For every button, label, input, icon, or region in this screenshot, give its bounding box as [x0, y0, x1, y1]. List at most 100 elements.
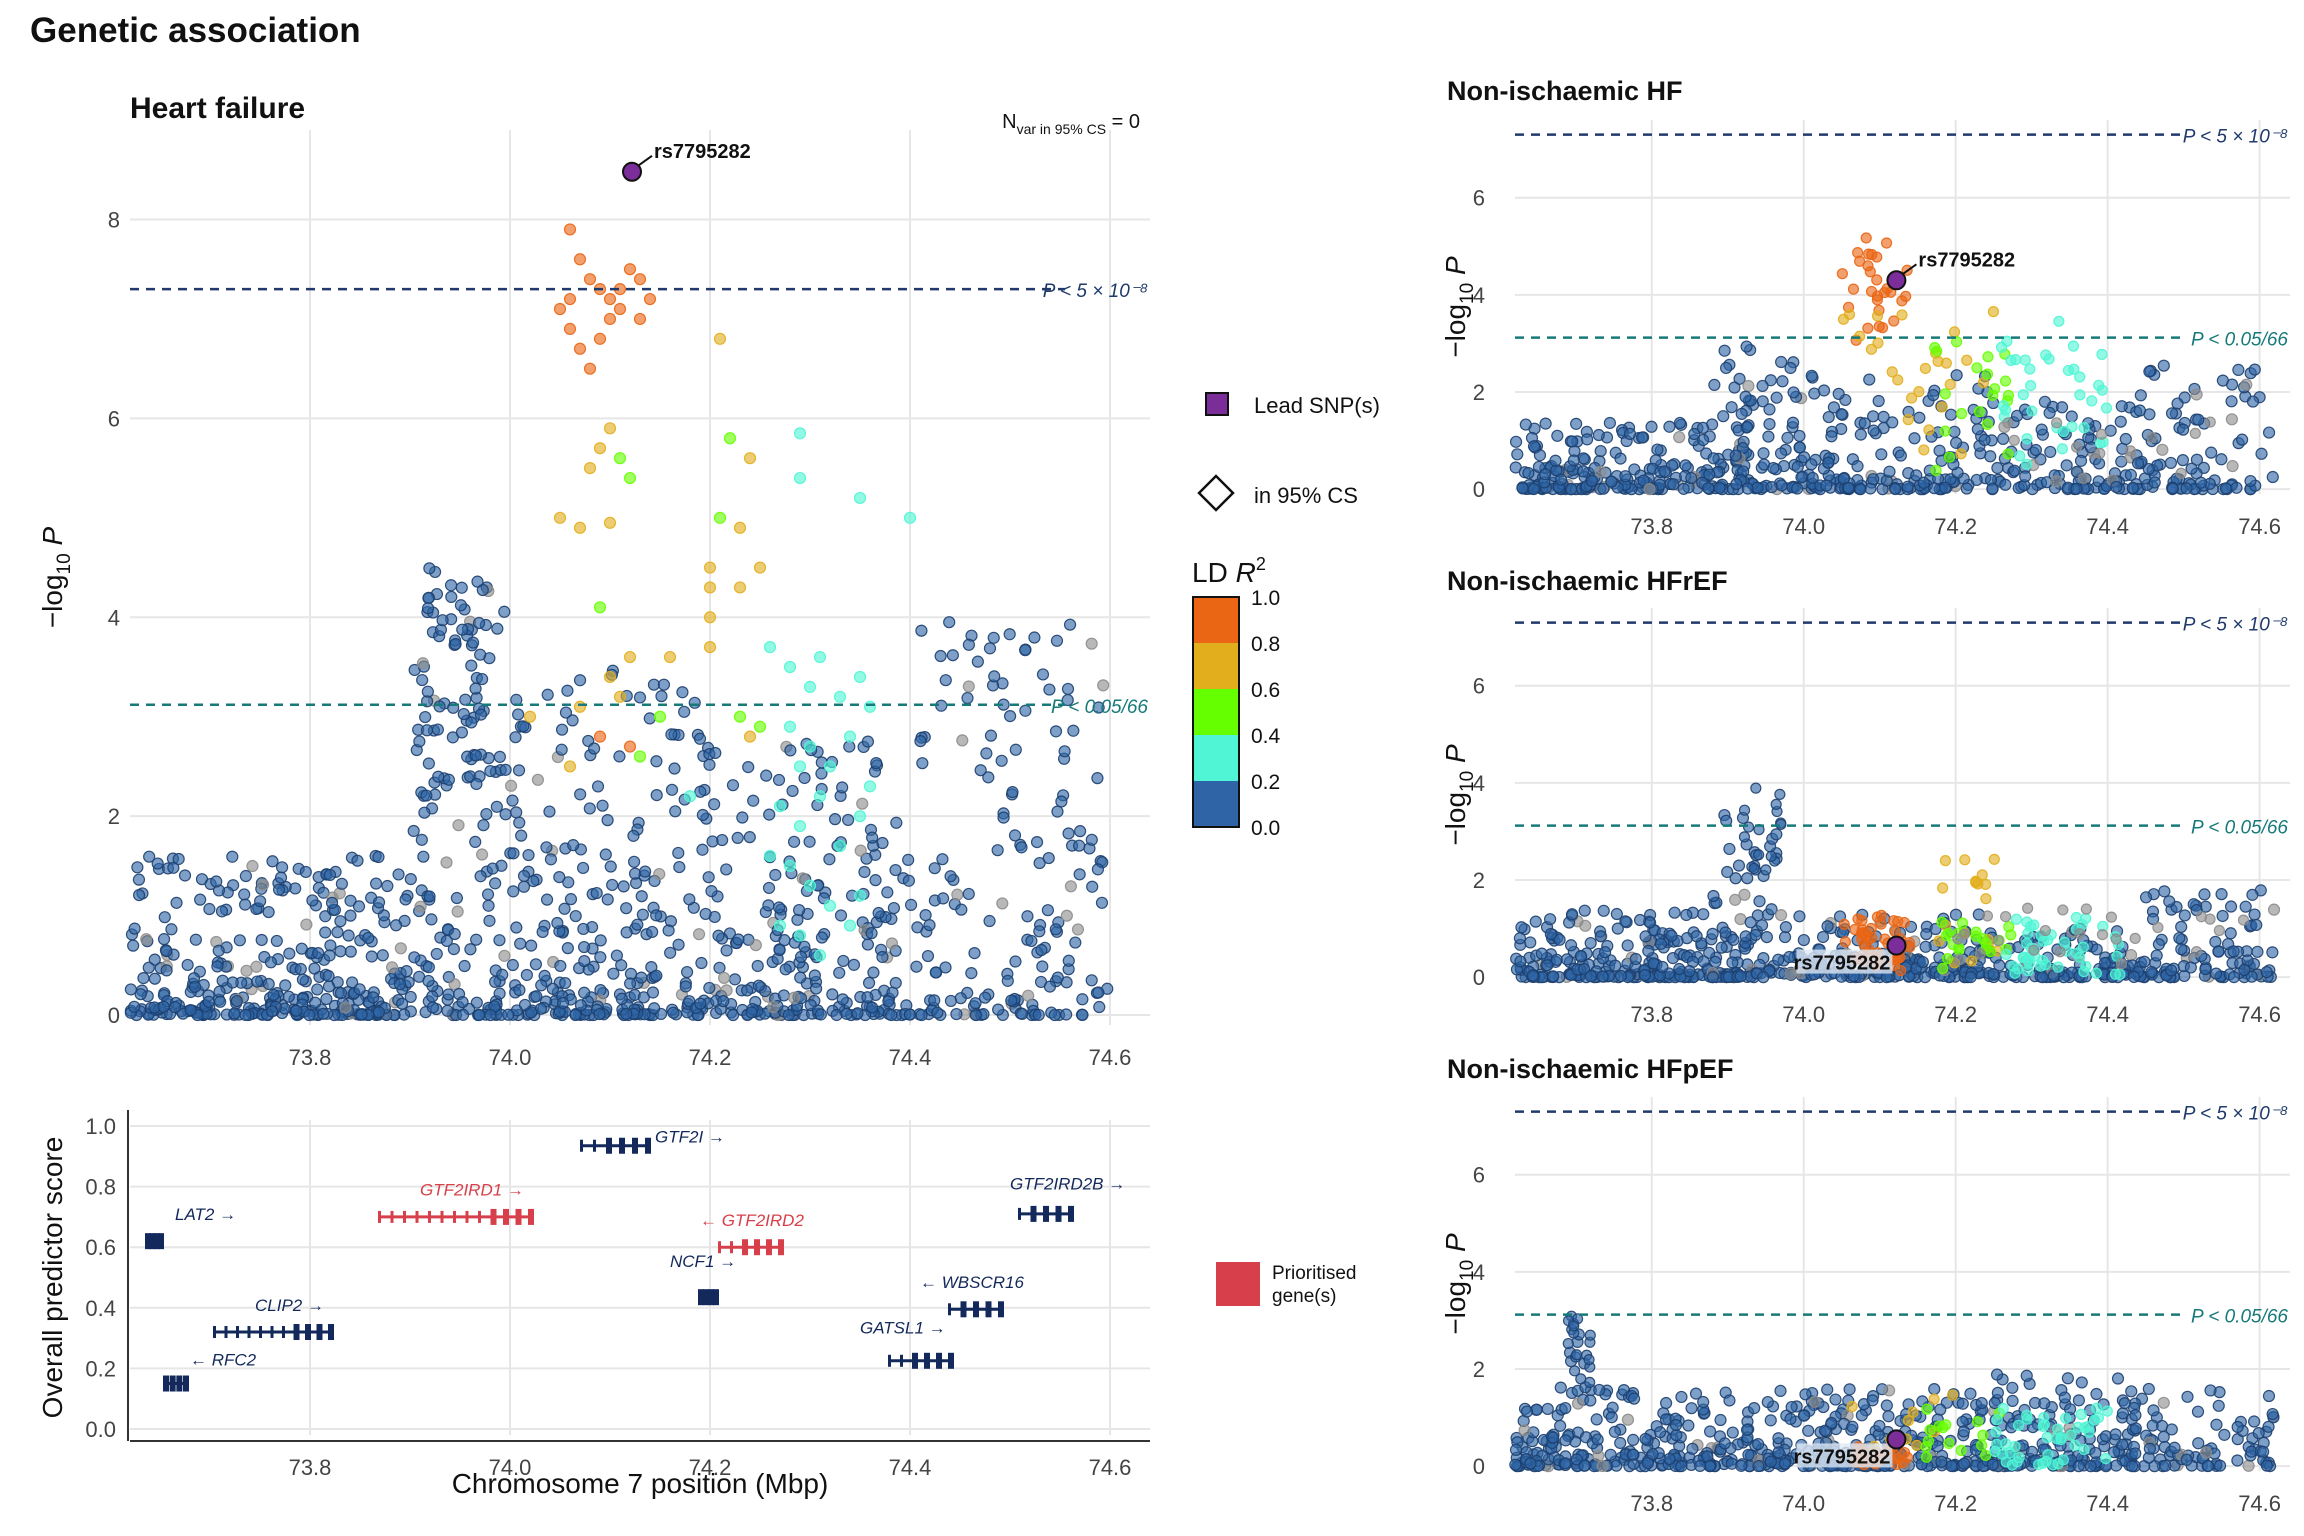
non_ischaemic_hfref-threshold-label-genome_wide: P < 5 × 10⁻⁸: [2183, 615, 2288, 636]
hf-point: [794, 971, 807, 984]
non_ischaemic_hf-point: [1565, 483, 1578, 496]
hf-point: [1063, 618, 1077, 631]
hf-point: [165, 923, 178, 936]
non_ischaemic_hf-point-extra: [1902, 414, 1914, 426]
hf-point: [861, 938, 874, 951]
hf-point: [317, 1007, 330, 1020]
non_ischaemic_hfref-point: [1575, 949, 1588, 963]
hf-point: [442, 773, 455, 786]
hf-point-ld: [703, 581, 717, 594]
hf-point: [650, 789, 663, 802]
non_ischaemic_hfpef-point: [1785, 1400, 1798, 1414]
non_ischaemic_hfref-point: [2184, 961, 2197, 974]
non_ischaemic_hfpef-point-extra: [2078, 1443, 2090, 1456]
hf-point: [694, 785, 707, 798]
hf-point: [944, 870, 957, 883]
hf-point: [866, 831, 879, 844]
non_ischaemic_hfref-point: [1744, 916, 1757, 929]
non_ischaemic_hfpef-point: [1592, 1449, 1605, 1462]
non_ischaemic_hf-point: [1817, 384, 1831, 397]
non_ischaemic_hf-point-extra: [1886, 366, 1898, 378]
non_ischaemic_hf-point: [1820, 479, 1833, 492]
non_ischaemic_hfpef-point: [1935, 1455, 1948, 1468]
non_ischaemic_hfref-point: [1757, 971, 1770, 984]
hf-point: [124, 983, 137, 996]
non_ischaemic_hfpef-point: [1991, 1386, 2004, 1399]
non_ischaemic_hfref-point: [1578, 904, 1591, 917]
non_ischaemic_hfref-point: [1584, 970, 1597, 983]
non_ischaemic_hf-point: [1756, 395, 1769, 408]
non_ischaemic_hf-point: [1927, 388, 1940, 402]
non_ischaemic_hfref-point: [1721, 865, 1734, 879]
hf-point: [867, 966, 880, 979]
hf-point: [672, 846, 685, 860]
non_ischaemic_hfpef-point-extra: [2075, 1408, 2087, 1420]
non_ischaemic_hfref-point-extra: [1980, 893, 1992, 905]
gene-label-gtf2ird2: ← GTF2IRD2: [700, 1211, 804, 1230]
non_ischaemic_hf-point: [1877, 410, 1890, 423]
hf-point: [997, 811, 1010, 824]
non_ischaemic_hfpef-point: [1718, 1437, 1731, 1450]
non_ischaemic_hfref-title: Non-ischaemic HFrEF: [1447, 566, 1728, 596]
non_ischaemic_hfref-point-extra: [1748, 862, 1760, 875]
non_ischaemic_hf-point-extra: [1918, 444, 1930, 456]
hf-point: [751, 959, 764, 973]
hf-point-ld: [713, 332, 727, 345]
non_ischaemic_hf-point: [1851, 460, 1864, 473]
non_ischaemic_hfref-point: [1526, 969, 1539, 982]
non_ischaemic_hfpef-point-extra: [1911, 1439, 1923, 1451]
hf-point: [869, 874, 882, 887]
non_ischaemic_hfpef-point: [1654, 1426, 1667, 1439]
gene-exon: [305, 1324, 311, 1341]
non_ischaemic_hf-point: [1592, 428, 1605, 442]
non_ischaemic_hf-point-extra: [2078, 472, 2090, 484]
non_ischaemic_hfpef-point-extra: [1928, 1393, 1940, 1405]
non_ischaemic_hfpef-point: [1742, 1448, 1755, 1461]
non_ischaemic_hf-point: [1533, 449, 1547, 462]
hf-point: [267, 988, 280, 1002]
non_ischaemic_hfpef-point: [1957, 1425, 1970, 1438]
hf-point: [331, 926, 344, 939]
hf-point: [414, 900, 427, 913]
non_ischaemic_hf-point: [1511, 448, 1524, 461]
hf-point: [404, 990, 417, 1004]
non_ischaemic_hfref-point-extra: [1966, 955, 1978, 967]
hf-point: [902, 853, 915, 866]
hf-point: [749, 939, 762, 952]
hf-point: [937, 892, 950, 905]
ld-bar-tick-label: 0.2: [1251, 771, 1280, 794]
hf-point: [1006, 786, 1019, 799]
hf-point: [931, 1006, 944, 1019]
hf-point-ld: [623, 740, 637, 753]
gene-label-gtf2ird1: GTF2IRD1 →: [420, 1181, 524, 1200]
hf-point: [962, 638, 975, 651]
non_ischaemic_hfpef-xtick-label: 73.8: [1630, 1491, 1673, 1516]
non_ischaemic_hfpef-point: [2260, 1459, 2273, 1472]
non_ischaemic_hfref-point-extra: [1939, 855, 1952, 867]
hf-point: [536, 925, 549, 939]
non_ischaemic_hfpef-point: [2192, 1437, 2205, 1450]
hf-point: [422, 974, 435, 988]
gene-exon: [440, 1210, 444, 1223]
hf-point: [1043, 980, 1057, 993]
non_ischaemic_hfref-point: [1596, 970, 1609, 983]
hf-point: [469, 835, 482, 848]
non_ischaemic_hf-point: [1566, 435, 1579, 448]
hf-point: [653, 867, 666, 881]
hf-point: [1025, 934, 1038, 948]
hf-point: [688, 696, 701, 709]
hf-point: [433, 700, 446, 713]
hf-point: [956, 734, 969, 747]
hf-point: [352, 900, 366, 913]
non_ischaemic_hf-point-extra: [1939, 425, 1951, 437]
non_ischaemic_hf-point: [1742, 379, 1755, 393]
non_ischaemic_hfref-point-extra: [2057, 904, 2069, 916]
non_ischaemic_hf-point: [1570, 417, 1583, 430]
hf-point: [142, 961, 155, 974]
non_ischaemic_hfpef-point: [1799, 1388, 1812, 1401]
non_ischaemic_hfref-point-extra: [1760, 864, 1772, 876]
hf-point: [969, 997, 982, 1010]
non_ischaemic_hf-point: [2143, 365, 2156, 378]
hf-point: [760, 769, 773, 782]
non_ischaemic_hfpef-point-extra: [2100, 1452, 2112, 1465]
